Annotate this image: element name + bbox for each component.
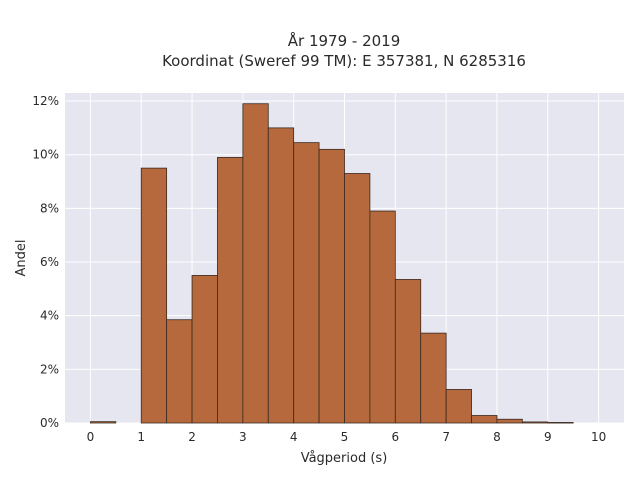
x-axis-ticks: 0 1 2 3 4 5 6 7 8 9 10 [87, 430, 607, 444]
chart-title-line-1: År 1979 - 2019 [288, 31, 401, 50]
x-tick-label: 8 [493, 430, 501, 444]
histogram-bar [521, 421, 549, 424]
y-tick-label: 0% [40, 416, 59, 430]
x-tick-label: 4 [290, 430, 298, 444]
x-tick-label: 7 [442, 430, 450, 444]
x-tick-label: 10 [591, 430, 606, 444]
histogram-bar [420, 332, 447, 424]
histogram-bar [318, 148, 345, 424]
x-tick-label: 0 [87, 430, 95, 444]
y-axis-ticks: 0% 2% 4% 6% 8% 10% 12% [32, 94, 59, 430]
histogram-bar [217, 156, 244, 424]
y-tick-label: 6% [40, 255, 59, 269]
histogram-bar [547, 422, 574, 424]
y-axis-label: Andel [14, 240, 29, 277]
x-tick-label: 1 [137, 430, 145, 444]
x-tick-label: 9 [544, 430, 552, 444]
histogram-bar [267, 127, 295, 424]
histogram-bar [344, 173, 371, 424]
y-tick-label: 12% [32, 94, 59, 108]
histogram-bar [140, 167, 168, 424]
histogram-bar [394, 279, 422, 424]
histogram-bar [445, 389, 472, 424]
histogram-bar [496, 418, 523, 424]
y-tick-label: 4% [40, 309, 59, 323]
histogram-bar [293, 142, 320, 424]
histogram-bar [242, 103, 269, 424]
y-tick-label: 10% [32, 148, 59, 162]
y-tick-label: 2% [40, 362, 59, 376]
histogram-bar [191, 275, 218, 424]
x-tick-label: 3 [239, 430, 247, 444]
histogram-bar [471, 415, 498, 424]
histogram-bar [166, 319, 193, 424]
chart-title-line-2: Koordinat (Sweref 99 TM): E 357381, N 62… [162, 52, 526, 70]
x-tick-label: 5 [341, 430, 349, 444]
x-axis-label: Vågperiod (s) [301, 451, 388, 466]
x-tick-label: 2 [188, 430, 196, 444]
x-tick-label: 6 [391, 430, 399, 444]
y-tick-label: 8% [40, 201, 59, 215]
histogram-bar [90, 421, 117, 424]
bars [90, 103, 574, 424]
histogram-bar [369, 210, 396, 424]
